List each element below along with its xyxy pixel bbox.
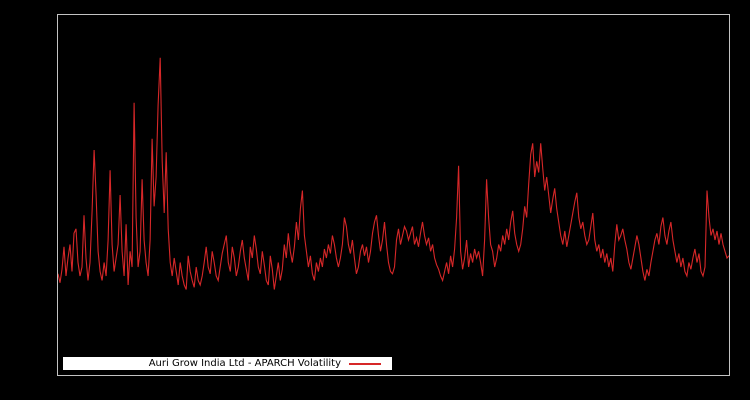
legend: Auri Grow India Ltd - APARCH Volatility — [63, 357, 392, 370]
legend-line-sample-icon — [349, 362, 381, 365]
plot-frame — [57, 14, 730, 376]
y-axis: 0%20%40%60%80%100%120%140%160% — [0, 0, 57, 400]
legend-label: Auri Grow India Ltd - APARCH Volatility — [148, 358, 341, 369]
plot-area-svg — [58, 57, 729, 290]
aparch-volatility-line — [58, 57, 729, 290]
